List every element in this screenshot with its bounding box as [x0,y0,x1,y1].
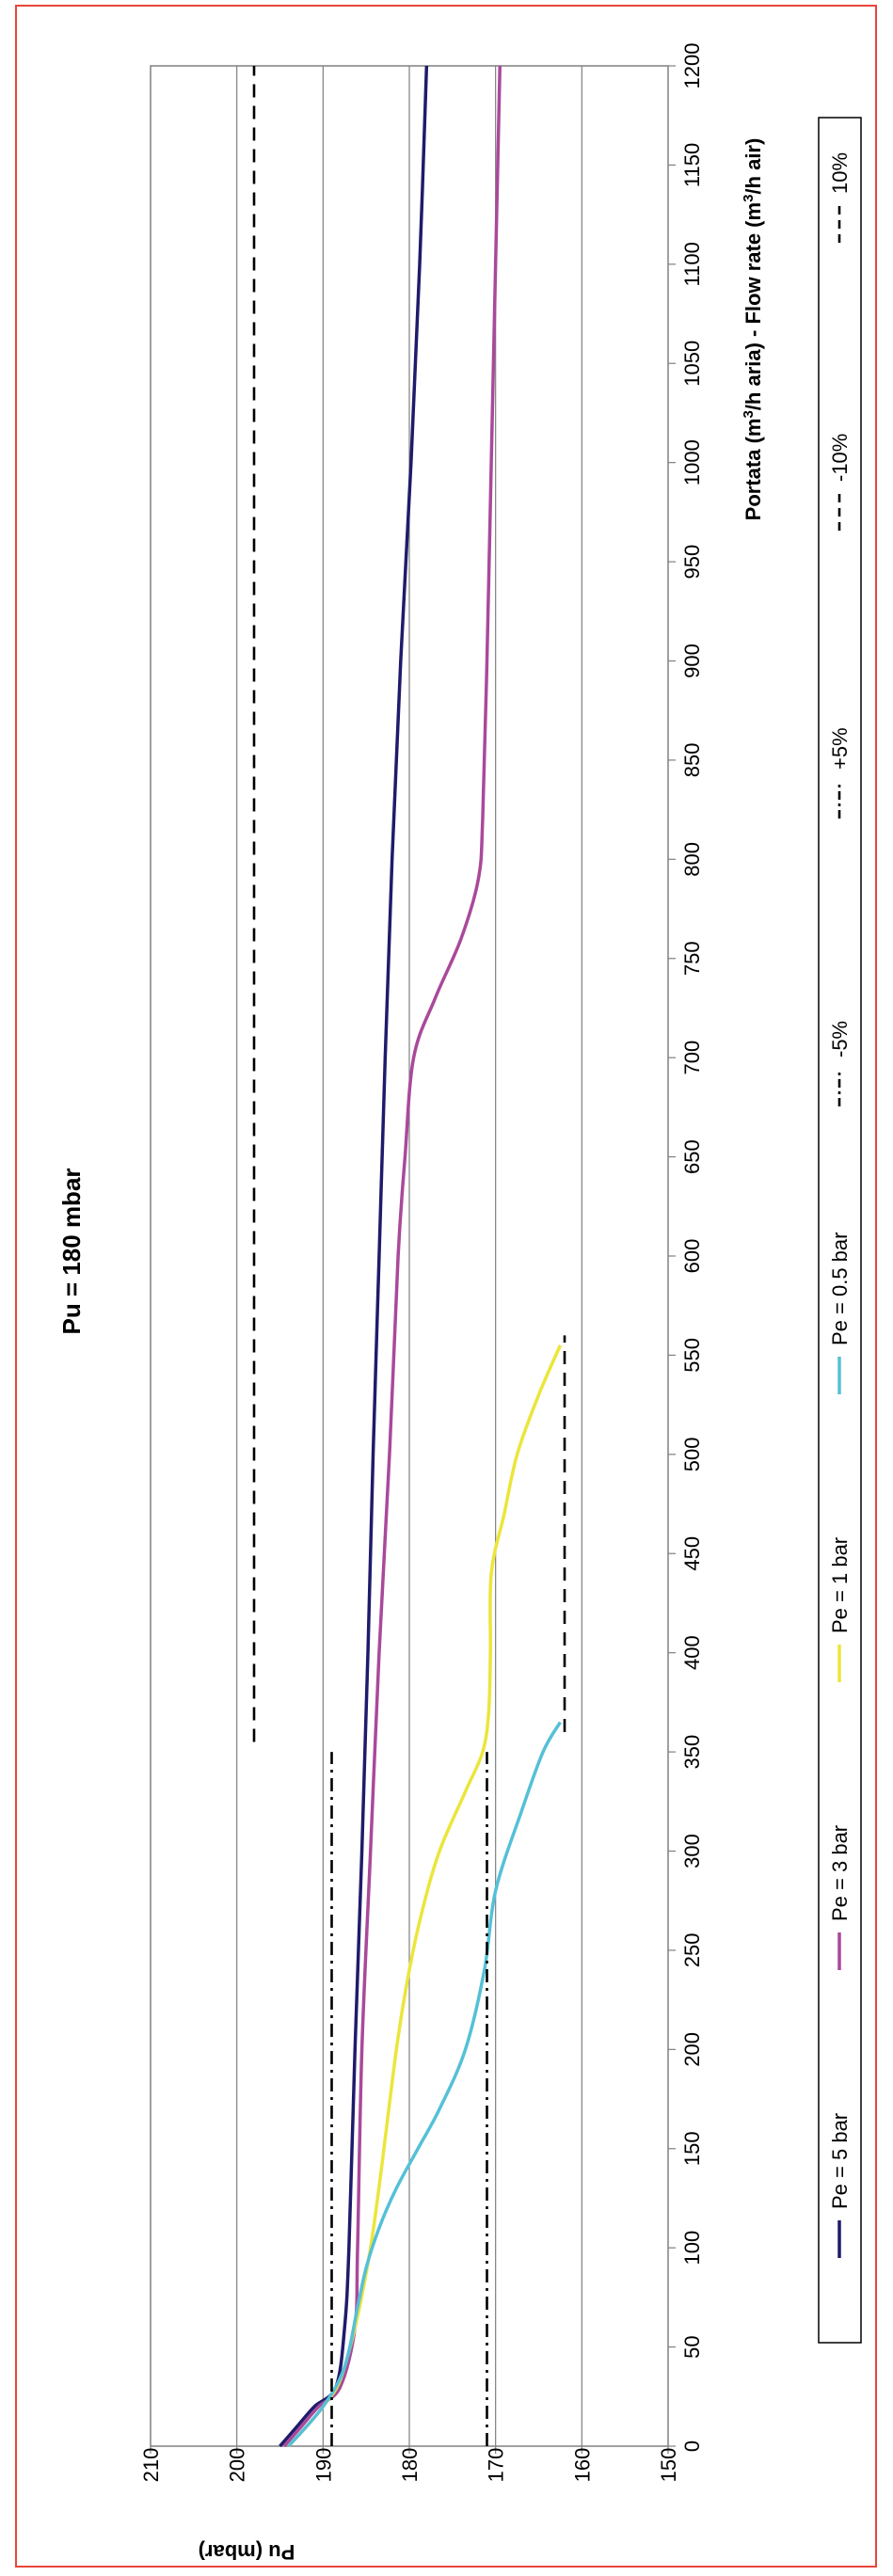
x-tick-label: 500 [680,1437,704,1471]
legend-label-6: -10% [828,434,852,482]
legend-label-7: 10% [828,152,852,194]
series-line-2 [287,1344,563,2448]
x-axis-label: Portata (m3/h aria) - Flow rate (m3/h ai… [741,138,765,521]
x-tick-label: 50 [680,2335,704,2358]
y-tick-label: 180 [398,2448,422,2483]
x-tick-label: 550 [680,1338,704,1373]
x-tick-label: 850 [680,743,704,778]
x-tick-label: 600 [680,1239,704,1274]
series-line-3 [287,1721,562,2448]
legend-label-0: Pe = 5 bar [828,2113,852,2209]
series-line-0 [279,65,429,2448]
x-tick-label: 700 [680,1041,704,1075]
x-tick-label: 650 [680,1139,704,1174]
y-tick-label: 170 [485,2448,508,2483]
x-axis-label-sup1: 3 [741,410,757,418]
y-tick-label: 150 [657,2448,680,2483]
x-axis-label-sup2: 3 [741,195,757,202]
x-axis-label-part1: Portata (m [742,419,765,521]
x-tick-label: 750 [680,941,704,976]
legend-label-3: Pe = 0.5 bar [828,1232,852,1345]
x-tick-label: 1200 [680,43,704,89]
y-tick-labels: 150 160 170 180 190 200 210 [139,2448,680,2483]
legend-label-5: +5% [828,727,852,770]
x-tick-label: 950 [680,545,704,580]
x-tick-label: 350 [680,1735,704,1770]
x-tick-label: 400 [680,1635,704,1670]
x-tick-label: 1100 [680,242,704,286]
x-tick-label: 200 [680,2032,704,2067]
x-tick-label: 0 [680,2441,704,2452]
legend-label-1: Pe = 3 bar [828,1825,852,1921]
x-tick-label: 1000 [680,439,704,485]
gridlines [150,65,676,2454]
x-tick-label: 300 [680,1834,704,1868]
x-tick-labels: 0 50 100 150 200 250 300 350 400 450 500 550 600 650 7… [680,43,704,2453]
x-tick-label: 1050 [680,341,704,387]
legend-label-4: -5% [828,1021,852,1057]
x-tick-label: 150 [680,2131,704,2166]
y-tick-label: 190 [311,2448,335,2483]
x-axis-label-part3: /h air) [742,138,765,195]
x-tick-label: 900 [680,644,704,678]
x-tick-label: 250 [680,1933,704,1968]
y-tick-label: 210 [139,2448,163,2483]
x-tick-label: 450 [680,1536,704,1571]
series-layer [252,65,566,2448]
legend-label-2: Pe = 1 bar [828,1537,852,1633]
chart-title: Pu = 180 mbar [57,1168,86,1334]
x-axis-label-part2: /h aria) - Flow rate (m [742,202,765,410]
x-tick-label: 100 [680,2231,704,2266]
y-tick-label: 160 [570,2448,594,2483]
y-axis-label: Pu (mbar) [199,2540,295,2564]
legend-box [818,117,862,2344]
legend: Pe = 5 bar Pe = 3 bar Pe = 1 bar Pe = 0.5 b… [828,152,852,2258]
y-tick-label: 200 [226,2448,249,2483]
x-tick-label: 1150 [680,143,704,187]
x-tick-label: 800 [680,842,704,877]
